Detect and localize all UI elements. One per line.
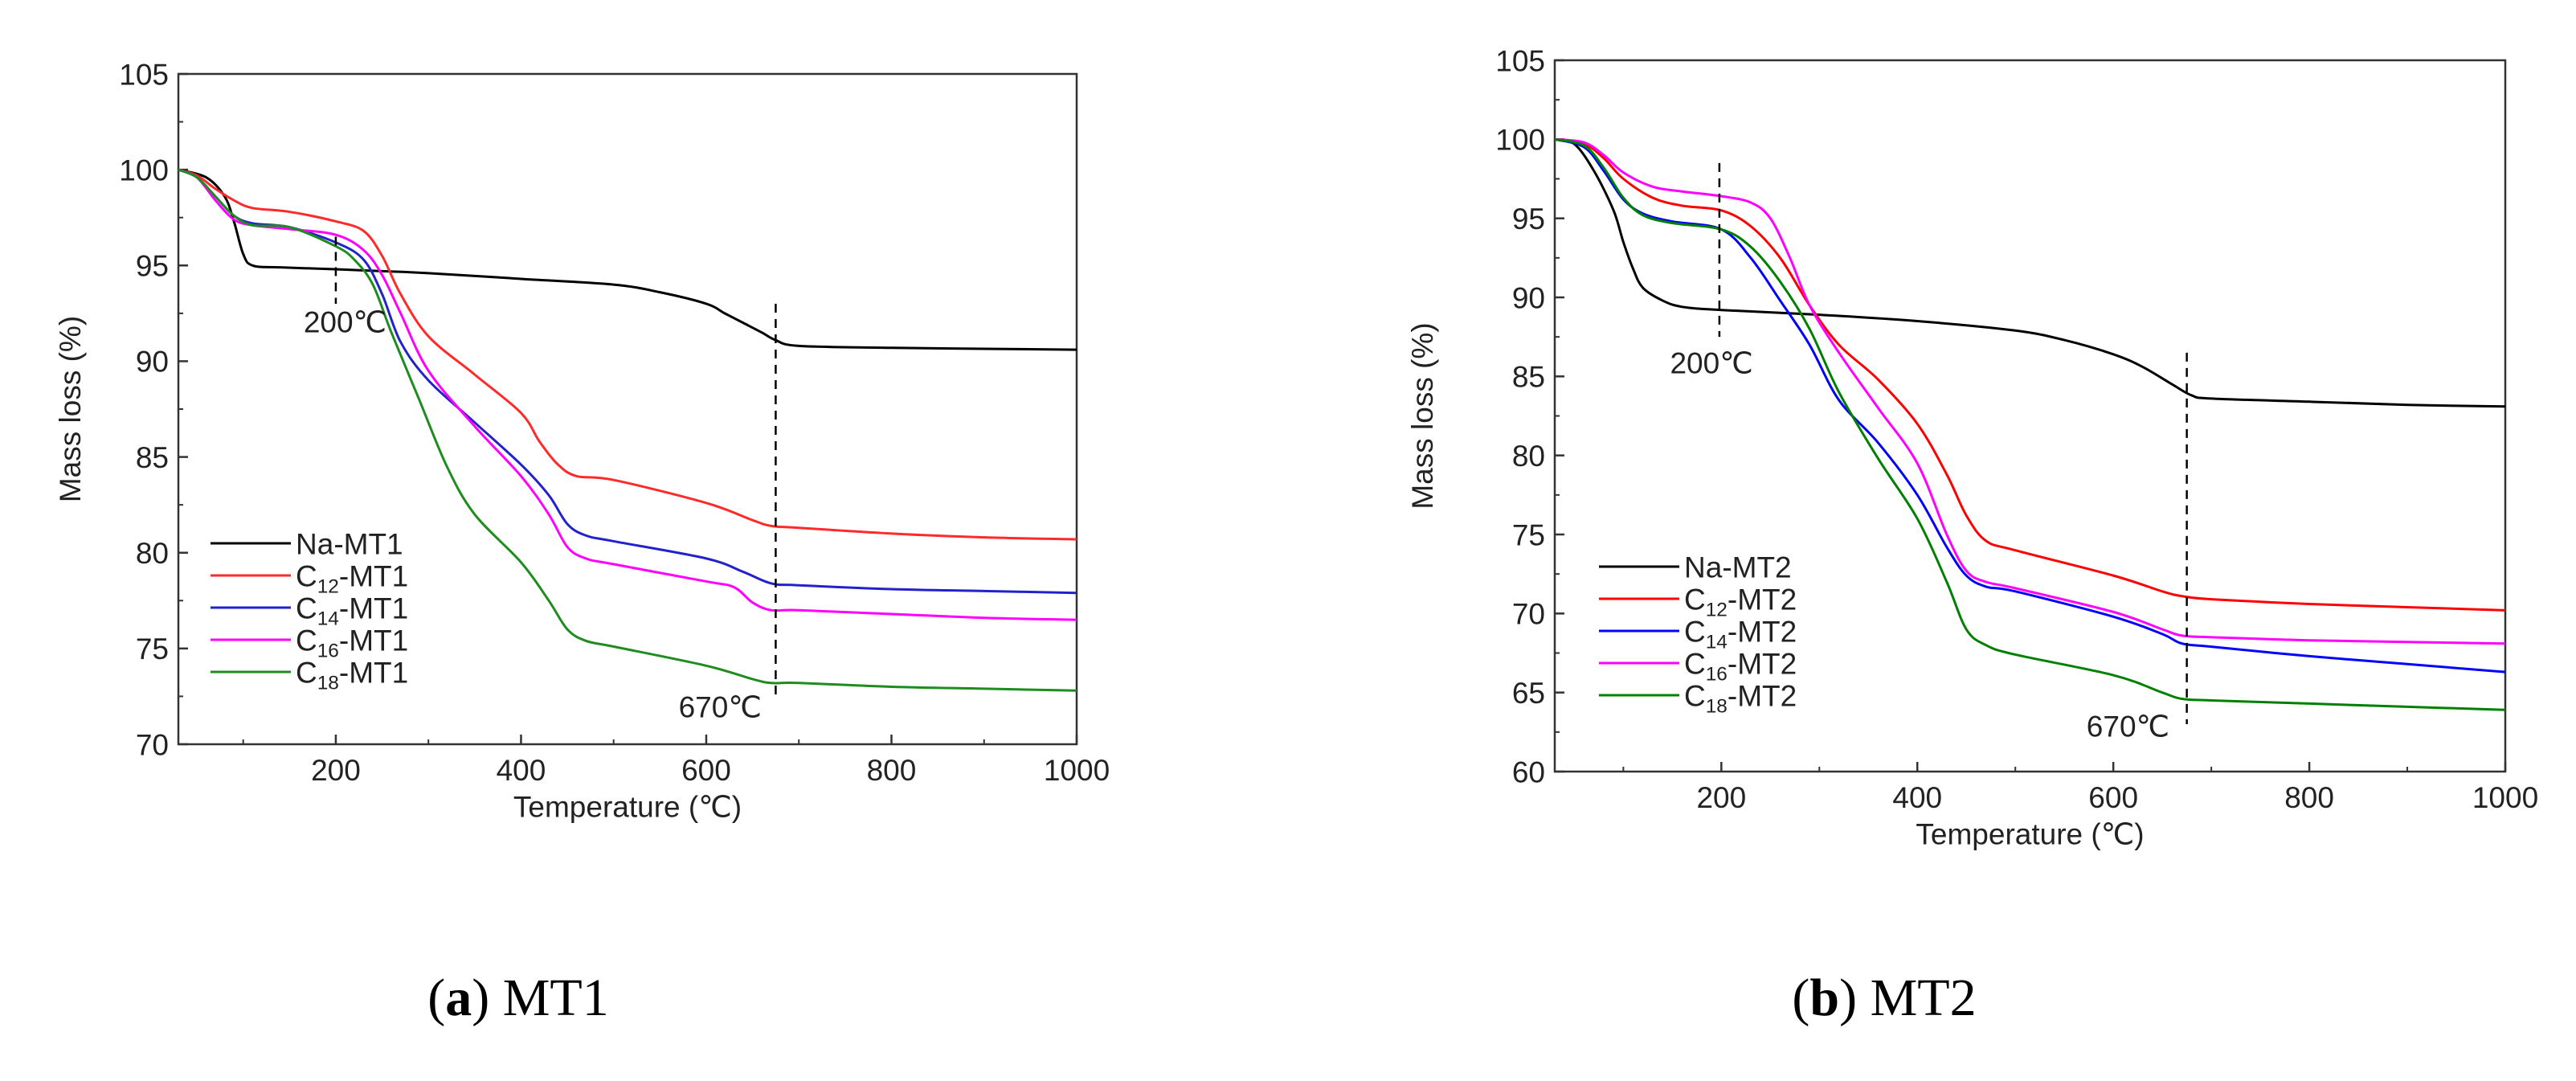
legend-label-a: Na-MT1 [296,527,403,560]
caption-a: (a) MT1 [427,968,608,1027]
x-tick-label-b: 400 [1892,781,1942,814]
annotation-label-b: 670℃ [2087,710,2169,743]
series-line-a-14 [178,168,1077,595]
x-tick-label-a: 200 [311,754,361,787]
x-tick-label-a: 600 [681,754,731,787]
series-line-b-na [1554,137,2506,408]
legend-label-a: C14-MT1 [296,592,408,629]
y-tick-label-b: 65 [1512,677,1545,710]
y-tick-label-a: 70 [136,728,169,761]
x-tick-label-a: 400 [497,754,546,787]
legend-label-b: C18-MT2 [1684,679,1797,717]
y-tick-label-b: 95 [1512,203,1545,235]
y-tick-label-b: 60 [1512,755,1545,788]
y-tick-label-a: 80 [136,537,169,570]
x-tick-label-b: 800 [2284,781,2334,814]
annotation-label-b: 200℃ [1670,346,1752,379]
x-tick-label-a: 1000 [1044,754,1110,787]
series-line-a-18 [178,168,1077,692]
x-axis-label-a: Temperature (℃) [513,791,742,824]
annotation-label-a: 200℃ [304,306,386,339]
series-line-b-16 [1554,137,2506,645]
y-tick-label-a: 100 [119,154,169,186]
y-tick-label-b: 90 [1512,281,1545,314]
legend-label-a: C16-MT1 [296,624,408,661]
y-tick-label-b: 100 [1495,124,1545,157]
legend-label-a: C18-MT1 [296,656,408,694]
y-tick-label-a: 85 [136,441,169,474]
legend-label-b: Na-MT2 [1684,551,1792,583]
panel-a-chart: 70 75 80 85 90 95 100 105 200 400 600 800 1000 Temper… [54,58,1110,823]
y-tick-label-a: 105 [119,58,169,91]
series-line-b-12 [1554,137,2506,612]
legend-label-b: C16-MT2 [1684,647,1797,685]
x-tick-label-b: 1000 [2472,781,2538,814]
legend-label-a: C12-MT1 [296,559,408,597]
y-tick-label-b: 70 [1512,598,1545,631]
legend-label-b: C12-MT2 [1684,583,1797,620]
annotation-label-a: 670℃ [679,691,762,724]
legend-label-b: C14-MT2 [1684,615,1797,653]
y-tick-label-a: 95 [136,250,169,283]
x-tick-label-b: 200 [1696,781,1746,814]
y-tick-label-a: 75 [136,633,169,665]
y-tick-label-b: 80 [1512,440,1545,473]
x-tick-label-b: 600 [2088,781,2138,814]
series-line-a-na [178,168,1077,351]
y-tick-label-b: 75 [1512,518,1545,551]
y-axis-label-b: Mass loss (%) [1406,322,1439,509]
x-axis-label-b: Temperature (℃) [1916,818,2144,851]
panel-b-chart: 60 65 70 75 80 85 90 95 100 105 200 400 600 800 1000 Te… [1406,44,2538,850]
series-line-b-14 [1554,137,2506,674]
y-tick-label-b: 85 [1512,361,1545,394]
y-axis-label-a: Mass loss (%) [54,316,87,502]
y-tick-label-b: 105 [1495,44,1545,77]
y-tick-label-a: 90 [136,346,169,379]
x-tick-label-a: 800 [867,754,917,787]
caption-b: (b) MT2 [1792,968,1976,1027]
series-line-a-12 [178,168,1077,541]
series-line-b-18 [1554,137,2506,711]
